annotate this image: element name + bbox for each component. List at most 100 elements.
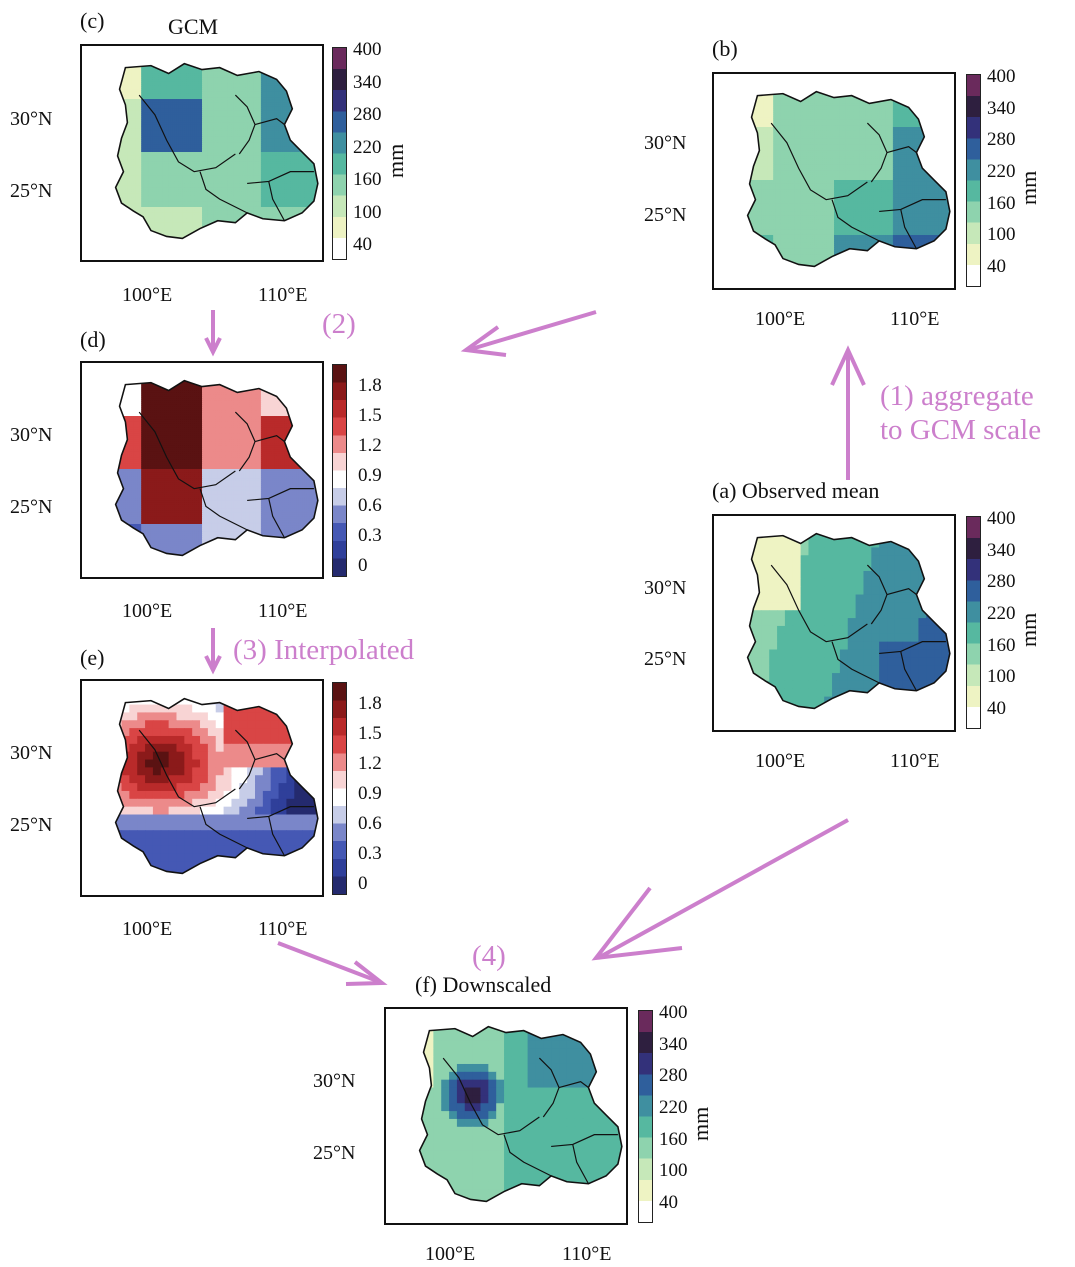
province-boundary [247,806,314,820]
step-1-label: (1) aggregate [880,380,1034,413]
colorbar [332,682,347,895]
panel-label: (f) Downscaled [415,972,551,998]
colorbar-tick-label: 0.6 [358,814,382,833]
panel-label: (a) Observed mean [712,478,879,504]
colorbar-tick-label: 280 [987,130,1016,149]
lon-tick-100: 100°E [425,1243,475,1266]
province-boundary [886,587,917,596]
arrow-4-right [591,818,849,961]
province-boundary [770,564,868,643]
lon-tick-110: 110°E [258,284,307,307]
arrow-down-d [204,310,222,357]
colorbar-tick-label: 0.6 [358,496,382,515]
lon-tick-100: 100°E [755,308,805,331]
lat-tick-30: 30°N [313,1070,355,1093]
colorbar-tick-label: 40 [987,699,1006,718]
colorbar-tick-label: 40 [987,257,1006,276]
lat-tick-25: 25°N [644,204,686,227]
colorbar-tick-label: 1.5 [358,406,382,425]
colorbar-tick-label: 0.3 [358,526,382,545]
province-boundary [138,94,236,173]
colorbar-tick-label: 0 [358,556,368,575]
colorbar-tick-label: 340 [353,73,382,92]
lat-tick-30: 30°N [10,424,52,447]
region-outline [418,1025,623,1203]
colorbar-tick-label: 100 [987,667,1016,686]
region-outline [114,379,319,557]
colorbar-tick-label: 160 [987,636,1016,655]
lat-tick-30: 30°N [10,742,52,765]
colorbar-tick-label: 0.3 [358,844,382,863]
province-boundary [866,122,888,183]
province-boundary [247,171,314,185]
lon-tick-110: 110°E [258,918,307,941]
province-boundary [866,564,888,625]
panel-label: (e) [80,645,104,671]
panel-label: (c) [80,8,104,34]
province-boundary [199,806,248,849]
map [712,72,956,290]
province-boundary [558,1080,589,1089]
province-boundary [831,199,880,242]
step-1-label-line2: to GCM scale [880,414,1041,447]
colorbar-tick-label: 400 [353,40,382,59]
province-boundary [442,1057,540,1136]
step-4-label: (4) [472,940,506,973]
colorbar-tick-label: 40 [659,1193,678,1212]
colorbar-tick-label: 280 [659,1066,688,1085]
colorbar-tick-label: 280 [353,105,382,124]
province-boundary [879,641,946,655]
colorbar-tick-label: 400 [987,509,1016,528]
province-boundary [138,411,236,490]
map-svg [114,697,319,875]
map-svg [746,532,951,710]
province-boundary [886,145,917,154]
lon-tick-110: 110°E [890,308,939,331]
colorbar [332,364,347,577]
lat-tick-25: 25°N [10,496,52,519]
province-boundary [199,488,248,531]
map [80,361,324,579]
lon-tick-100: 100°E [122,600,172,623]
colorbar-tick-label: 100 [659,1161,688,1180]
lat-tick-25: 25°N [313,1142,355,1165]
colorbar [966,516,981,729]
province-boundary [254,434,285,443]
lon-tick-110: 110°E [258,600,307,623]
colorbar-tick-label: 220 [353,138,382,157]
map [80,679,324,897]
colorbar-tick-label: 340 [659,1035,688,1054]
colorbar-tick-label: 0.9 [358,466,382,485]
lat-tick-30: 30°N [644,577,686,600]
colorbar-tick-label: 220 [987,162,1016,181]
map-svg [114,379,319,557]
unit-label: mm [1016,613,1042,647]
province-boundary [268,181,285,222]
map [80,44,324,262]
unit-label: mm [383,144,409,178]
colorbar-tick-label: 1.5 [358,724,382,743]
colorbar-tick-label: 0 [358,874,368,893]
map-svg [114,62,319,240]
region-outline [114,62,319,240]
colorbar [638,1010,653,1223]
arrow-3-interpolated [204,628,222,675]
panel-title: GCM [168,14,218,40]
unit-label: mm [688,1107,714,1141]
colorbar-tick-label: 160 [987,194,1016,213]
lon-tick-110: 110°E [890,750,939,773]
lat-tick-25: 25°N [10,180,52,203]
colorbar [966,74,981,287]
colorbar-tick-label: 400 [987,67,1016,86]
lon-tick-100: 100°E [122,918,172,941]
province-boundary [551,1134,618,1148]
province-boundary [247,488,314,502]
region-outline [746,532,951,710]
colorbar-tick-label: 1.8 [358,376,382,395]
panel-label: (d) [80,327,106,353]
lon-tick-100: 100°E [122,284,172,307]
lon-tick-100: 100°E [755,750,805,773]
colorbar [332,47,347,260]
unit-label: mm [1016,171,1042,205]
province-boundary [900,651,917,692]
